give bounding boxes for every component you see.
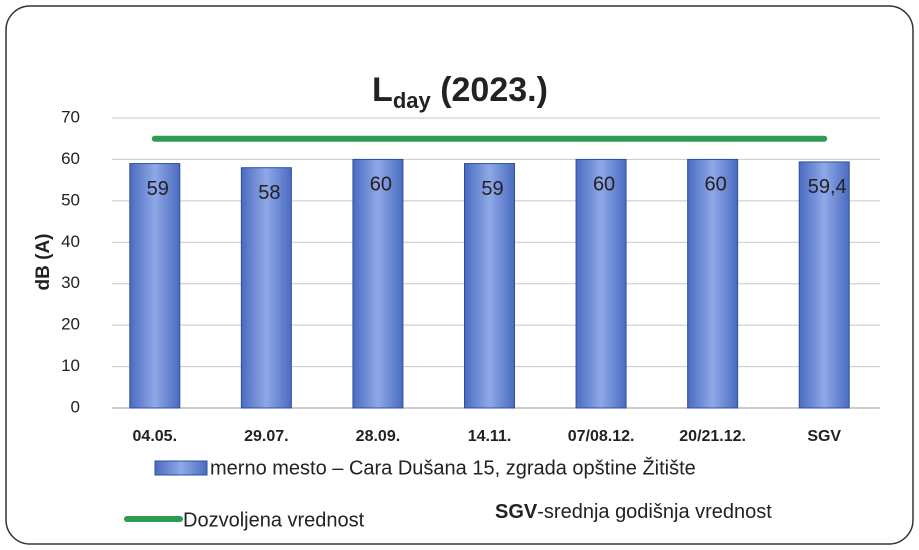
y-tick-label: 20 — [61, 315, 80, 334]
legend-label: merno mesto – Cara Dušana 15, zgrada opš… — [210, 456, 696, 479]
x-tick-label: 07/08.12. — [568, 428, 635, 445]
bar — [464, 163, 515, 409]
title-rest: (2023.) — [431, 71, 548, 109]
x-tick-label: 29.07. — [244, 428, 288, 445]
x-tick-label: 14.11. — [468, 428, 512, 445]
bar — [798, 161, 850, 409]
title-main: L — [372, 71, 393, 109]
y-tick-label: 40 — [61, 232, 80, 251]
y-tick-label: 70 — [61, 107, 80, 126]
x-tick-label: SGV — [807, 428, 841, 445]
y-axis-label: dB (A) — [33, 234, 54, 291]
x-tick-label: 04.05. — [133, 428, 177, 445]
y-tick-label: 60 — [61, 149, 80, 168]
bar — [352, 158, 404, 409]
chart-title: Lday (2023.) — [372, 71, 548, 113]
bar — [240, 167, 292, 409]
data-label: 58 — [258, 182, 280, 204]
bar — [129, 163, 181, 409]
annotation-bold: SGV — [495, 501, 538, 523]
annotation-text: -srednja godišnja vrednost — [537, 501, 772, 523]
data-label: 59,4 — [808, 176, 847, 198]
title-sub: day — [393, 88, 432, 113]
annotation: SGV-srednja godišnja vrednost — [495, 501, 772, 523]
x-tick-label: 20/21.12. — [679, 428, 746, 445]
data-label: 60 — [705, 174, 727, 196]
y-tick-label: 30 — [61, 273, 80, 292]
x-tick-label: 28.09. — [356, 428, 400, 445]
data-label: 60 — [370, 174, 392, 196]
bar — [687, 158, 739, 409]
bar — [575, 158, 627, 409]
legend-swatch — [154, 460, 208, 476]
y-tick-label: 10 — [61, 356, 80, 375]
y-tick-label: 50 — [61, 190, 80, 209]
data-label: 59 — [481, 178, 503, 200]
legend-label: Dozvoljena vrednost — [183, 509, 365, 531]
data-label: 60 — [593, 174, 615, 196]
y-tick-label: 0 — [71, 397, 80, 416]
data-label: 59 — [147, 178, 169, 200]
